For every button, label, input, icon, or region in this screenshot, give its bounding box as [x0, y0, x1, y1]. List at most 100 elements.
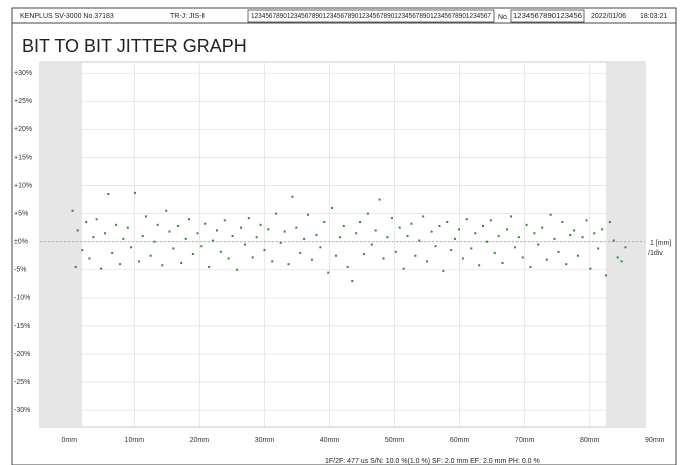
point: [236, 268, 239, 271]
point: [180, 262, 183, 265]
point: [489, 219, 492, 222]
point: [374, 229, 377, 232]
no-box: [510, 9, 585, 23]
point: [565, 263, 568, 266]
no-value: 1234567890123456: [513, 13, 582, 20]
x-tick-label: 80mm: [580, 437, 600, 444]
point: [501, 262, 504, 265]
point: [422, 215, 425, 218]
point: [215, 229, 218, 232]
point: [303, 237, 306, 240]
point: [165, 209, 168, 212]
point: [267, 228, 270, 231]
point: [612, 239, 615, 242]
point: [204, 222, 207, 225]
point: [208, 265, 211, 268]
point: [482, 224, 485, 227]
point: [601, 228, 604, 231]
point: [355, 232, 358, 235]
point: [418, 239, 421, 242]
y-tick-label: -15%: [14, 323, 30, 330]
point: [406, 235, 409, 238]
point: [291, 195, 294, 198]
point: [426, 260, 429, 263]
point: [115, 223, 118, 226]
point: [608, 221, 611, 224]
point: [537, 243, 540, 246]
footer: 1F/2F: 477 us S/N: 10.0 %(1.0 %) SF: 2.0…: [325, 458, 540, 465]
point: [366, 212, 369, 215]
point: [576, 254, 579, 257]
point: [137, 260, 140, 263]
point: [351, 280, 354, 282]
point: [299, 251, 302, 254]
point: [319, 246, 322, 249]
point: [506, 228, 509, 231]
y-tick-label: +30%: [14, 70, 32, 77]
y-tick-label: -25%: [14, 379, 30, 386]
chart-title: BIT TO BIT JITTER GRAPH: [22, 36, 247, 56]
point: [327, 271, 330, 274]
point: [153, 240, 156, 243]
point: [95, 218, 98, 221]
point: [111, 251, 114, 254]
y-tick-label: +25%: [14, 98, 32, 105]
point: [620, 260, 623, 263]
date: 2022/01/06: [591, 13, 626, 20]
point: [176, 224, 179, 227]
x-tick-label: 20mm: [190, 437, 210, 444]
x-tick-label: 10mm: [125, 437, 145, 444]
point: [74, 265, 77, 268]
y-tick-label: -30%: [14, 407, 30, 414]
model: KENPLUS SV-3000 No.37183: [20, 13, 114, 20]
point: [88, 257, 91, 260]
time: 18:03:21: [640, 13, 667, 20]
point: [465, 218, 468, 221]
point: [597, 247, 600, 250]
point: [212, 239, 215, 242]
point: [390, 217, 393, 220]
point: [593, 232, 596, 235]
point: [624, 246, 627, 249]
point: [442, 269, 445, 272]
point: [446, 221, 449, 224]
point: [100, 267, 103, 270]
point: [509, 215, 512, 218]
point: [616, 256, 619, 259]
scale-unit: /1div: [648, 250, 663, 257]
point: [133, 191, 136, 194]
start-zone: [40, 62, 82, 427]
point: [474, 232, 477, 235]
point: [450, 249, 453, 252]
code-box: [247, 9, 495, 23]
point: [557, 250, 560, 253]
point: [161, 264, 164, 267]
x-tick-label: 0mm: [61, 437, 77, 444]
standard: TR-J: JIS-Ⅱ: [170, 13, 205, 20]
x-tick-label: 50mm: [385, 437, 405, 444]
point: [76, 229, 79, 232]
point: [104, 232, 107, 235]
point: [255, 236, 258, 239]
point: [271, 260, 274, 263]
point: [386, 236, 389, 239]
point: [402, 267, 405, 270]
point: [378, 198, 381, 201]
point: [430, 230, 433, 233]
point: [279, 241, 282, 244]
plot-area: [39, 61, 646, 428]
point: [457, 228, 460, 231]
point: [323, 221, 326, 224]
point: [497, 235, 500, 238]
point: [191, 253, 194, 256]
point: [196, 232, 199, 235]
point: [119, 263, 122, 266]
point: [549, 213, 552, 216]
point: [585, 219, 588, 222]
point: [517, 236, 520, 239]
point: [493, 251, 496, 254]
y-tick-label: +15%: [14, 154, 32, 161]
point: [359, 221, 362, 224]
point: [382, 257, 385, 260]
